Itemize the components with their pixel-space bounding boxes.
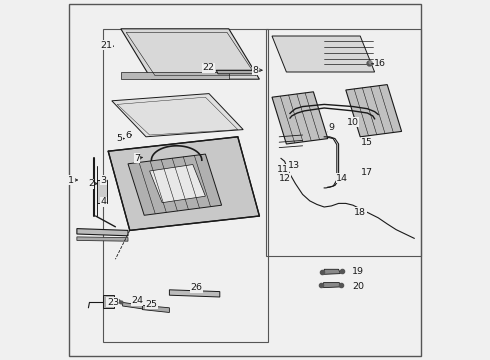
Text: 18: 18 <box>354 208 366 217</box>
Text: 13: 13 <box>288 161 300 170</box>
Polygon shape <box>216 70 256 74</box>
Polygon shape <box>149 165 205 203</box>
Polygon shape <box>108 137 259 230</box>
Polygon shape <box>77 229 128 236</box>
Bar <box>103 29 269 342</box>
Text: 23: 23 <box>107 298 119 307</box>
Polygon shape <box>122 302 143 309</box>
Text: 7: 7 <box>134 154 140 163</box>
Bar <box>266 29 421 256</box>
Polygon shape <box>170 290 220 297</box>
Text: 11: 11 <box>277 165 289 174</box>
Polygon shape <box>98 180 107 203</box>
Text: 22: 22 <box>202 63 214 72</box>
Text: 24: 24 <box>131 296 143 305</box>
Polygon shape <box>121 29 259 79</box>
Text: 4: 4 <box>100 197 106 206</box>
Polygon shape <box>121 72 229 79</box>
Text: 3: 3 <box>100 176 107 185</box>
Text: 20: 20 <box>352 282 365 291</box>
Text: 17: 17 <box>361 168 373 177</box>
Polygon shape <box>128 154 221 215</box>
Polygon shape <box>272 36 374 72</box>
Polygon shape <box>324 269 341 274</box>
Text: 10: 10 <box>347 118 359 127</box>
Text: 2: 2 <box>88 179 94 188</box>
Text: 6: 6 <box>125 131 131 140</box>
Text: 21: 21 <box>100 41 112 50</box>
Text: 25: 25 <box>146 300 157 309</box>
Text: 8: 8 <box>253 66 259 75</box>
Text: 12: 12 <box>279 174 291 183</box>
Text: 5: 5 <box>117 134 122 143</box>
Polygon shape <box>103 295 114 308</box>
Text: 15: 15 <box>362 138 373 147</box>
Text: 19: 19 <box>352 267 365 276</box>
Text: 14: 14 <box>336 174 348 183</box>
Text: 9: 9 <box>328 123 334 132</box>
Text: 16: 16 <box>374 59 386 68</box>
Polygon shape <box>143 305 170 312</box>
Polygon shape <box>77 237 128 241</box>
Polygon shape <box>346 85 402 137</box>
Polygon shape <box>323 283 341 288</box>
Text: 1: 1 <box>68 176 74 185</box>
Polygon shape <box>112 94 243 137</box>
Polygon shape <box>272 92 328 144</box>
Text: 26: 26 <box>191 284 202 292</box>
